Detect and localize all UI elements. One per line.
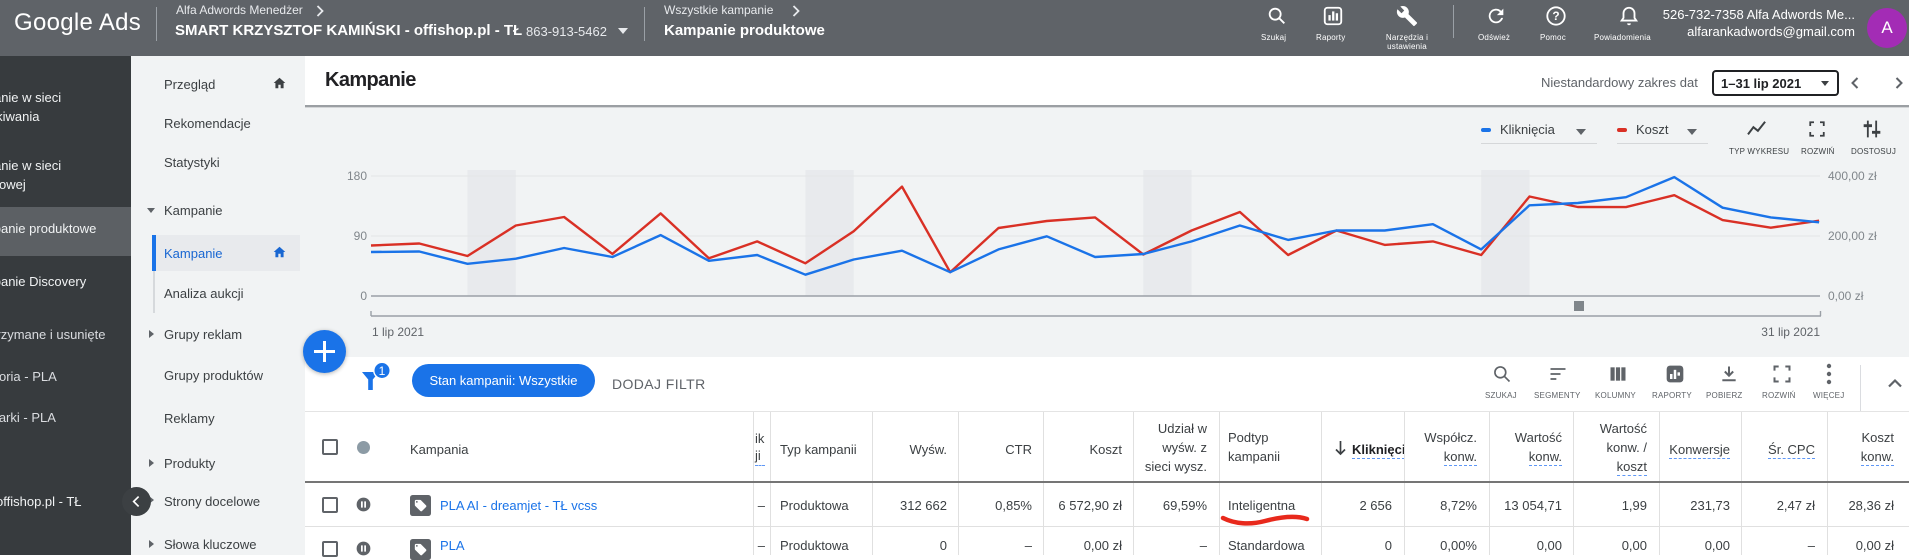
- svg-text:200,00 zł: 200,00 zł: [1828, 229, 1877, 243]
- svg-text:180: 180: [347, 169, 367, 183]
- svg-text:90: 90: [354, 229, 368, 243]
- svg-text:1: 1: [379, 364, 386, 378]
- svg-text:400,00 zł: 400,00 zł: [1828, 169, 1877, 183]
- svg-text:1 lip 2021: 1 lip 2021: [372, 325, 424, 339]
- svg-text:0: 0: [360, 289, 367, 303]
- svg-text:?: ?: [1552, 9, 1559, 23]
- svg-text:0,00 zł: 0,00 zł: [1828, 289, 1864, 303]
- svg-text:31 lip 2021: 31 lip 2021: [1761, 325, 1820, 339]
